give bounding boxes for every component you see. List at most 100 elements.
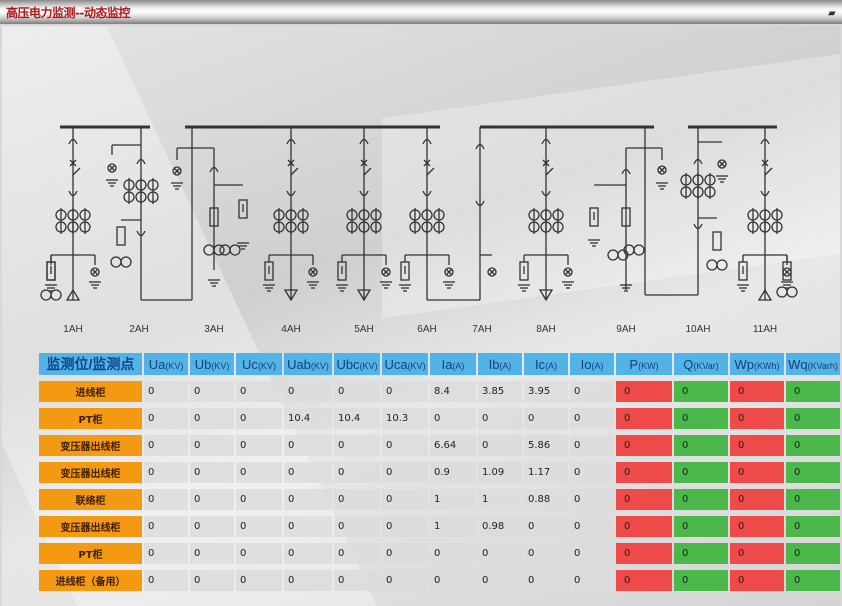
- table-cell: 0: [190, 516, 234, 537]
- arrester-icon: [238, 199, 248, 219]
- diagram-line: [287, 159, 295, 167]
- arrester-icon: [738, 261, 748, 281]
- row-label[interactable]: PT柜: [39, 543, 142, 564]
- table-cell: 0: [334, 462, 380, 483]
- table-cell: 0: [284, 570, 332, 591]
- table-cell: 0: [478, 435, 522, 456]
- column-header: P(KW): [616, 353, 672, 375]
- cabinet-label: 7AH: [472, 324, 491, 335]
- table-cell: 0: [616, 570, 672, 591]
- table-cell: 0: [674, 570, 728, 591]
- table-cell: 0: [786, 435, 840, 456]
- table-cell: 0: [730, 543, 784, 564]
- table-cell: 10.4: [284, 408, 332, 429]
- diagram-line: [761, 159, 769, 167]
- cable-head-icon: [538, 289, 554, 302]
- disconnect-plug-icon: [136, 158, 146, 165]
- indicator-lamp-icon: [381, 267, 391, 277]
- window-restore-icon[interactable]: ▰: [828, 8, 836, 19]
- table-cell: 0: [674, 408, 728, 429]
- indicator-lamp-icon: [717, 159, 727, 169]
- header-label: Ia: [441, 356, 453, 372]
- column-header: Uc(KV): [236, 353, 282, 375]
- column-header: Ub(KV): [190, 353, 234, 375]
- table-cell: 0: [616, 489, 672, 510]
- row-label[interactable]: 变压器出线柜: [39, 435, 142, 456]
- cabinet-label: 1AH: [63, 324, 82, 335]
- table-cell: 0: [430, 570, 476, 591]
- table-cell: 0: [236, 381, 282, 402]
- table-cell: 0.98: [478, 516, 522, 537]
- column-header: Ia(A): [430, 353, 476, 375]
- table-cell: 0: [674, 543, 728, 564]
- table-cell: 0: [730, 516, 784, 537]
- table-cell: 0: [382, 516, 428, 537]
- diagram-line: [783, 268, 791, 276]
- voltage-transformer-icon: [607, 249, 619, 261]
- diagram-line: [72, 167, 81, 176]
- table-cell: 0: [334, 516, 380, 537]
- table-cell: 0: [236, 570, 282, 591]
- header-label: Uca: [384, 356, 408, 372]
- table-cell: 0: [674, 462, 728, 483]
- voltage-transformer-icon: [633, 244, 645, 256]
- table-row: PT柜 0 0 0 0 0 0 0 0 0 0 0 0 0 0: [39, 543, 840, 564]
- cabinet-label: 2AH: [129, 324, 148, 335]
- voltage-transformer-icon: [716, 259, 728, 271]
- column-header: Ib(A): [478, 353, 522, 375]
- table-cell: 0: [144, 543, 188, 564]
- row-label[interactable]: 进线柜: [39, 381, 142, 402]
- header-unit: (KV): [359, 360, 378, 371]
- header-unit: (KV): [310, 360, 329, 371]
- cable-head-icon: [757, 288, 773, 301]
- cabinet-label: 3AH: [204, 324, 223, 335]
- header-label: Uab: [287, 356, 311, 372]
- table-cell: 0: [284, 381, 332, 402]
- row-label[interactable]: 联络柜: [39, 489, 142, 510]
- table-cell: 0: [524, 570, 568, 591]
- table-cell: 0: [284, 543, 332, 564]
- voltage-transformer-icon: [40, 289, 52, 301]
- table-cell: 0: [236, 489, 282, 510]
- column-header: Ubc(KV): [334, 353, 380, 375]
- cabinet-label: 10AH: [685, 324, 710, 335]
- table-cell: 0: [616, 381, 672, 402]
- table-cell: 0: [478, 543, 522, 564]
- table-cell: 0: [616, 435, 672, 456]
- row-label[interactable]: PT柜: [39, 408, 142, 429]
- row-label[interactable]: 变压器出线柜: [39, 516, 142, 537]
- table-cell: 0: [144, 408, 188, 429]
- title-bar: 高压电力监测--动态监控 ▰: [0, 0, 842, 24]
- diagram-line: [764, 167, 773, 176]
- table-cell: 0: [236, 543, 282, 564]
- table-cell: 0: [786, 408, 840, 429]
- table-cell: 0: [524, 408, 568, 429]
- diagram-line: [382, 268, 390, 276]
- table-cell: 0: [524, 543, 568, 564]
- fuse-icon: [116, 226, 126, 246]
- disconnect-plug-icon: [422, 138, 432, 145]
- table-cell: 0: [570, 408, 614, 429]
- cabinet-label: 6AH: [417, 324, 436, 335]
- header-label: Ic: [534, 356, 546, 372]
- column-header: 监测位/监测点: [39, 353, 142, 375]
- row-label[interactable]: 变压器出线柜: [39, 462, 142, 483]
- arrester-icon: [589, 207, 599, 227]
- diagram-line: [108, 164, 116, 172]
- diagram-line: [445, 268, 453, 276]
- disconnect-plug-icon: [209, 166, 219, 173]
- table-cell: 10.4: [334, 408, 380, 429]
- disconnect-plug-icon: [422, 190, 432, 197]
- indicator-lamp-icon: [563, 267, 573, 277]
- header-unit: (KV): [211, 360, 230, 371]
- voltage-transformer-icon: [50, 289, 62, 301]
- header-unit: (A): [499, 360, 512, 371]
- voltage-transformer-icon: [213, 244, 225, 256]
- header-unit: (KVarh): [807, 360, 838, 371]
- row-label[interactable]: 进线柜（备用）: [39, 570, 142, 591]
- table-cell: 0: [382, 435, 428, 456]
- diagram-line: [488, 268, 496, 276]
- diagram-line: [718, 160, 726, 168]
- column-header: Wp(KWh): [730, 353, 784, 375]
- table-cell: 10.3: [382, 408, 428, 429]
